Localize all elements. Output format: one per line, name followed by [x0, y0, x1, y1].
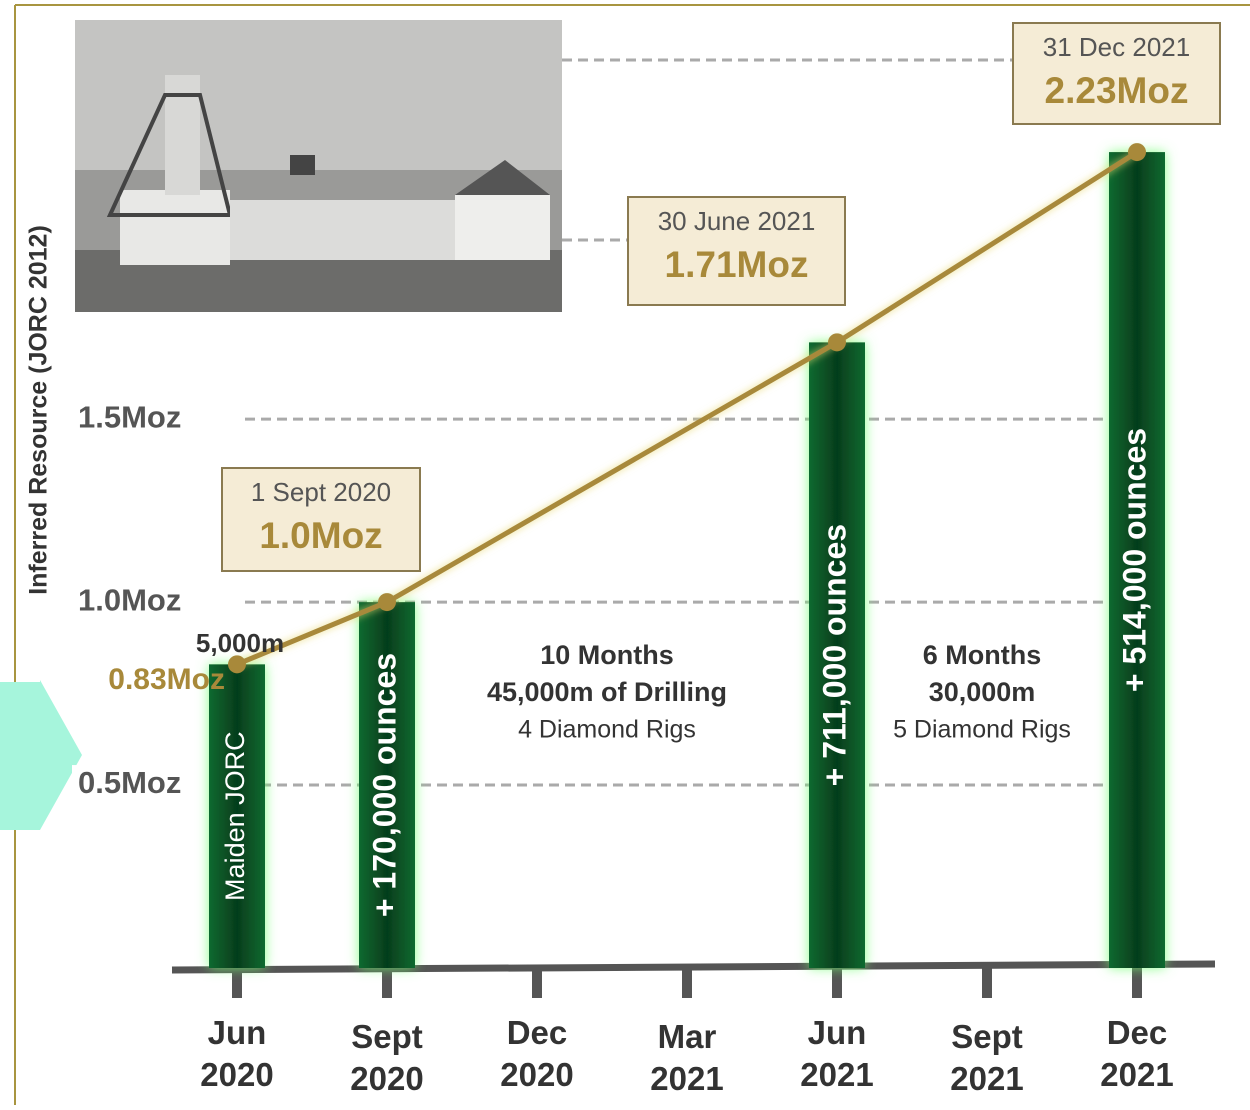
x-tick-label: Mar 2021: [650, 1018, 724, 1097]
bar: [359, 602, 415, 968]
y-tick-label: 0.5Moz: [78, 765, 181, 800]
point: [378, 593, 396, 612]
annotation-detail: 30,000m: [929, 677, 1036, 707]
annotation-note: 5 Diamond Rigs: [893, 716, 1071, 744]
line-series: [236, 149, 1139, 667]
annotation-title: 10 Months: [540, 640, 674, 670]
annotation-detail: 45,000m of Drilling: [487, 677, 727, 707]
tick-label-bg: [72, 399, 207, 440]
point: [1128, 143, 1146, 162]
y-tick-label: 1.5Moz: [78, 399, 181, 434]
x-tick-label: Sept 2020: [350, 1018, 424, 1097]
line: [236, 149, 1139, 667]
arrow: [0, 680, 82, 830]
tick-label-bg: [72, 582, 207, 623]
bar: [809, 342, 865, 968]
photo: [75, 20, 562, 312]
bar-label: + 170,000 ounces: [366, 653, 402, 917]
bar: [1109, 152, 1165, 969]
label-box: [627, 196, 846, 306]
label-box: [221, 467, 421, 572]
annotation: 5,000m: [196, 628, 284, 658]
x-axis: [171, 960, 1216, 974]
point: [228, 655, 246, 674]
date-label: 1 Sept 2020: [251, 477, 391, 507]
bar-label: + 711,000 ounces: [816, 524, 852, 786]
tick-label-bg: [72, 765, 207, 806]
y-tick-label: 1.0Moz: [78, 582, 181, 617]
annotation-title: 6 Months: [923, 640, 1042, 670]
bar: [209, 664, 265, 968]
y-axis-label: Inferred Resource (JORC 2012): [25, 225, 53, 595]
bar-label: Maiden JORC: [220, 731, 250, 901]
label-box: [1012, 22, 1221, 125]
annotation-note: 4 Diamond Rigs: [518, 716, 696, 744]
value-label: 2.23Moz: [1045, 70, 1189, 111]
point: [828, 333, 846, 352]
value-label: 0.83Moz: [108, 663, 225, 696]
bar-label: + 514,000 ounces: [1116, 428, 1152, 692]
x-tick-label: Dec 2020: [500, 1014, 574, 1093]
x-tick-label: Jun 2021: [800, 1014, 874, 1093]
date-label: 31 Dec 2021: [1043, 32, 1190, 62]
value-label: 1.0Moz: [259, 515, 382, 556]
x-tick-label: Sept 2021: [950, 1018, 1024, 1097]
date-label: 30 June 2021: [658, 206, 816, 236]
x-tick-label: Jun 2020: [200, 1014, 274, 1093]
value-label: 1.71Moz: [665, 244, 809, 285]
x-tick-label: Dec 2021: [1100, 1014, 1174, 1093]
